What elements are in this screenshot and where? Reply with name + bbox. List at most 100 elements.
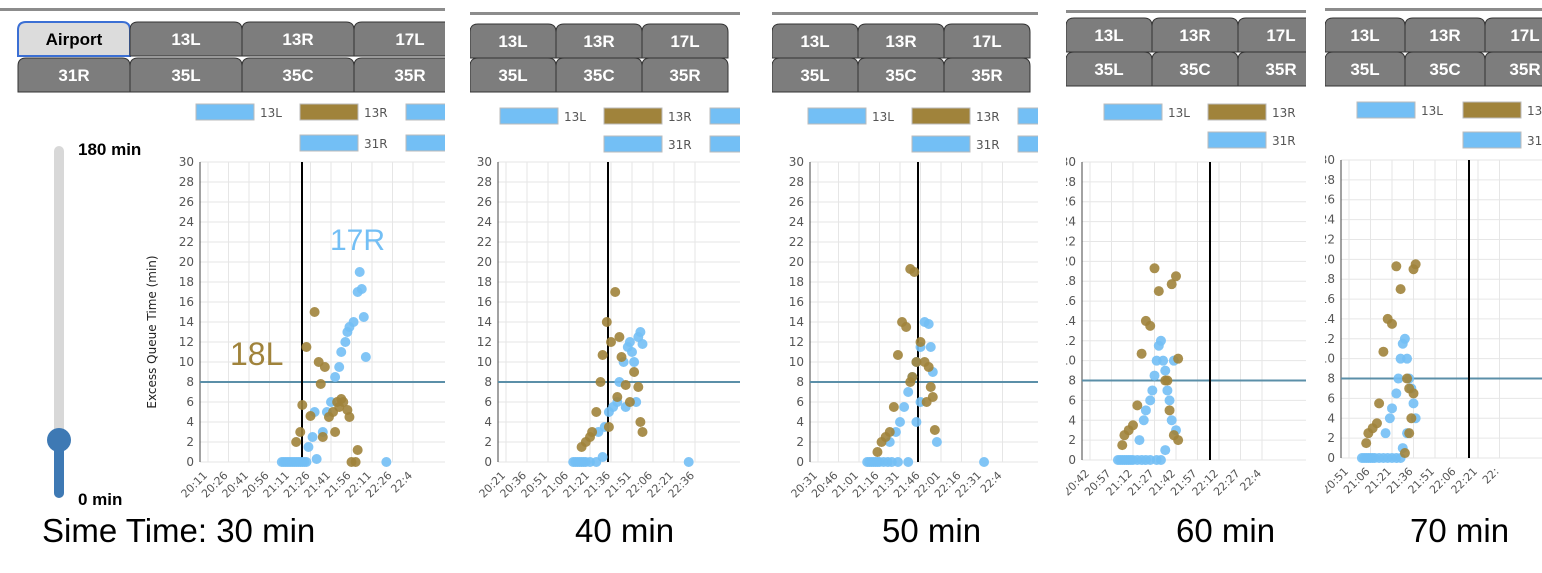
tab-label-17L: 17L — [972, 32, 1001, 51]
data-point-13L — [895, 417, 905, 427]
tab-label-35L: 35L — [800, 66, 829, 85]
tab-35R — [943, 57, 1031, 93]
legend-swatch-31R — [299, 134, 359, 152]
data-point-13L — [1160, 445, 1171, 456]
data-point-13L — [1384, 413, 1395, 424]
data-point-13L — [360, 352, 371, 362]
y-tick-label: 6 — [1068, 393, 1076, 407]
data-point-13R — [616, 352, 627, 362]
y-tick-label: 14 — [789, 315, 804, 329]
legend-swatch-13L — [709, 107, 740, 125]
legend-swatch-13R — [603, 107, 663, 125]
data-point-13R — [1410, 259, 1421, 270]
y-tick-label: 6 — [1327, 391, 1335, 405]
tab-17L — [943, 23, 1031, 59]
data-point-13L — [1134, 435, 1145, 446]
x-tick-label: 22:4 — [388, 469, 415, 496]
y-tick-label: 28 — [179, 175, 194, 189]
data-point-13L — [903, 387, 914, 397]
y-tick-label: 6 — [796, 395, 804, 409]
legend-swatch-13L — [1103, 103, 1163, 121]
y-tick-label: 20 — [179, 255, 194, 269]
data-point-13R — [923, 362, 934, 372]
data-point-13L — [683, 457, 694, 467]
legend-swatch-13L — [1017, 135, 1038, 153]
y-tick-label: 12 — [789, 335, 804, 349]
data-point-13R — [637, 427, 648, 437]
y-tick-label: 10 — [789, 355, 804, 369]
y-tick-label: 14 — [1325, 312, 1335, 326]
data-point-13L — [635, 327, 646, 337]
y-tick-label: 28 — [1066, 175, 1076, 189]
legend-swatch-13L — [405, 134, 445, 152]
data-point-13L — [1149, 370, 1160, 381]
data-point-13L — [1147, 385, 1158, 396]
y-tick-label: 12 — [179, 335, 194, 349]
data-point-13L — [340, 337, 351, 347]
tab-17L — [641, 23, 729, 59]
y-tick-label: 16 — [1325, 292, 1335, 306]
data-point-13L — [358, 312, 369, 322]
y-tick-label: 12 — [1066, 334, 1076, 348]
y-tick-label: 8 — [186, 375, 194, 389]
tab-label-35R: 35R — [669, 66, 700, 85]
data-point-13L — [597, 452, 608, 462]
legend-label-13R: 13R — [668, 110, 692, 124]
data-point-13R — [1153, 286, 1164, 297]
data-point-13L — [311, 454, 322, 464]
y-tick-label: 26 — [1066, 195, 1076, 209]
panel-70min: 13L13R17L35L35C35R13L13R31R0246810121416… — [1325, 0, 1542, 573]
slider-min-label: 0 min — [78, 490, 123, 509]
data-point-13R — [888, 402, 899, 412]
y-tick-label: 0 — [186, 455, 194, 469]
data-point-13L — [1155, 455, 1166, 465]
data-point-13R — [317, 432, 328, 442]
y-tick-label: 18 — [1325, 272, 1335, 286]
y-tick-label: 6 — [484, 395, 492, 409]
legend-label-13R: 13R — [976, 110, 1000, 124]
legend-swatch-13L — [195, 103, 255, 121]
data-point-13R — [1408, 388, 1419, 399]
y-tick-label: 4 — [1068, 413, 1076, 427]
data-point-13R — [1162, 375, 1173, 386]
panel-50min: 13L13R17L35L35C35R13L13R13L31R13L0246810… — [772, 0, 1038, 573]
tab-35R — [641, 57, 729, 93]
data-point-13R — [587, 427, 598, 437]
data-point-13L — [301, 457, 312, 467]
legend-label-13L: 13L — [564, 110, 586, 124]
data-point-13R — [350, 457, 361, 467]
legend-swatch-31R — [603, 135, 663, 153]
data-point-13R — [315, 379, 326, 389]
slider-handle[interactable] — [47, 428, 71, 452]
y-tick-label: 22 — [179, 235, 194, 249]
caption-50: 50 min — [882, 512, 982, 549]
y-tick-label: 12 — [1325, 332, 1335, 346]
x-tick-label: 22:4 — [1237, 467, 1264, 494]
data-point-13R — [1171, 271, 1181, 282]
data-point-13R — [309, 307, 320, 317]
y-tick-label: 24 — [179, 215, 194, 229]
legend-swatch-13L — [405, 103, 445, 121]
data-point-13R — [1391, 261, 1402, 272]
legend-label-31R: 31R — [1527, 134, 1542, 148]
y-tick-label: 8 — [1068, 374, 1076, 388]
data-point-13R — [624, 397, 635, 407]
data-point-13R — [330, 427, 341, 437]
tab-17L — [1237, 17, 1306, 53]
data-point-13L — [330, 372, 341, 382]
x-tick-label: 22: — [1480, 465, 1502, 487]
y-tick-label: 2 — [484, 435, 492, 449]
y-tick-label: 16 — [477, 295, 492, 309]
x-tick-label: 22:4 — [978, 469, 1005, 496]
data-point-13L — [1408, 398, 1419, 409]
tab-label-Airport: Airport — [46, 30, 103, 49]
data-point-13L — [1145, 395, 1156, 406]
y-tick-label: 24 — [1066, 215, 1076, 229]
time-slider[interactable] — [47, 140, 72, 500]
y-tick-label: 30 — [477, 155, 492, 169]
y-tick-label: 26 — [477, 195, 492, 209]
y-tick-label: 22 — [1066, 234, 1076, 248]
legend-swatch-31R — [1207, 131, 1267, 149]
tab-label-35L: 35L — [171, 66, 200, 85]
data-point-13L — [925, 342, 936, 352]
